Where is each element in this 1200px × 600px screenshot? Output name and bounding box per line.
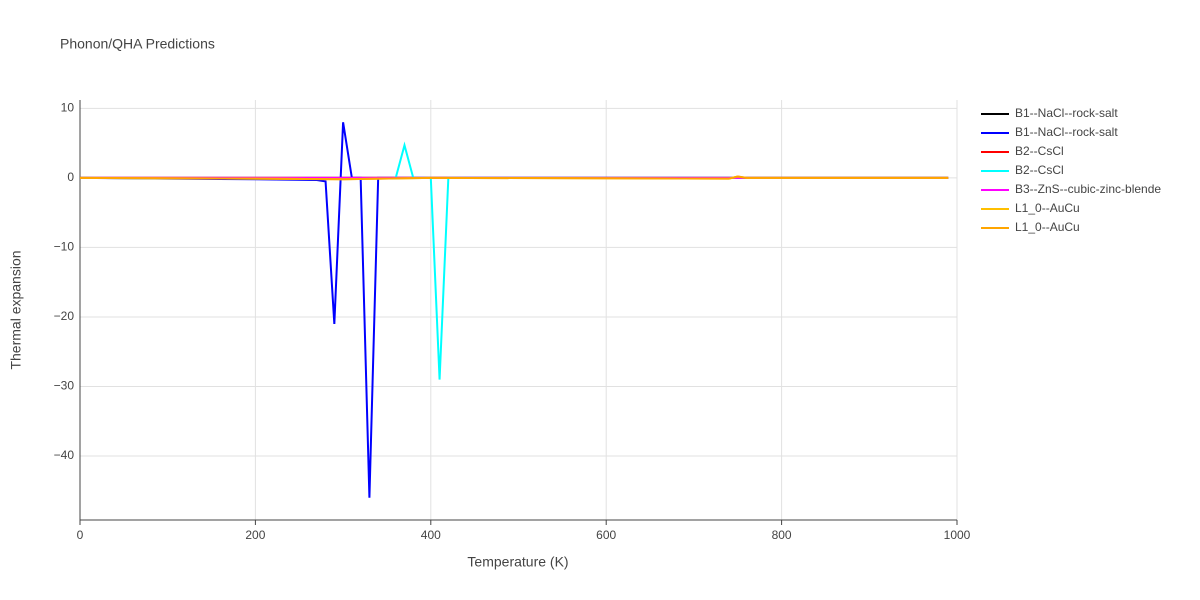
- x-tick-label: 1000: [944, 528, 971, 542]
- legend-label: B2--CsCl: [1015, 163, 1064, 177]
- x-tick-label: 800: [772, 528, 792, 542]
- legend-label: B2--CsCl: [1015, 144, 1064, 158]
- x-axis-label: Temperature (K): [467, 554, 568, 570]
- y-tick-label: −10: [54, 240, 75, 254]
- y-tick-label: −30: [54, 379, 75, 393]
- legend-label: L1_0--AuCu: [1015, 201, 1080, 215]
- y-tick-label: 0: [67, 170, 74, 184]
- y-tick-label: −40: [54, 448, 75, 462]
- chart-title: Phonon/QHA Predictions: [60, 36, 215, 52]
- x-tick-label: 200: [245, 528, 265, 542]
- x-tick-label: 400: [421, 528, 441, 542]
- series-line: [79, 141, 949, 380]
- legend-label: L1_0--AuCu: [1015, 220, 1080, 234]
- series-line: [79, 175, 949, 181]
- x-tick-label: 600: [596, 528, 616, 542]
- y-tick-label: 10: [61, 101, 75, 115]
- y-axis-label: Thermal expansion: [8, 250, 24, 369]
- y-tick-label: −20: [54, 309, 75, 323]
- x-tick-label: 0: [77, 528, 84, 542]
- legend-label: B3--ZnS--cubic-zinc-blende: [1015, 182, 1161, 196]
- legend-label: B1--NaCl--rock-salt: [1015, 106, 1118, 120]
- legend-label: B1--NaCl--rock-salt: [1015, 125, 1118, 139]
